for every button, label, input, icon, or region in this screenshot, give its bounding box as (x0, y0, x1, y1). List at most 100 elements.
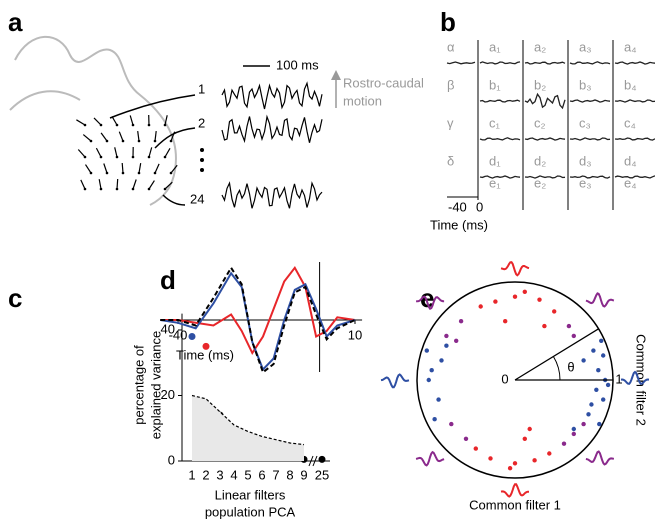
point (527, 426, 532, 432)
ellipsis-dot (200, 158, 204, 162)
point (522, 289, 527, 294)
flow-arrow (154, 131, 157, 142)
flow-dot (83, 123, 87, 127)
flow-dot (89, 139, 93, 143)
dot (202, 342, 210, 350)
flow-dot (147, 155, 151, 159)
x-tick-label: 25 (315, 467, 329, 482)
y-tick-label: 20 (161, 387, 175, 402)
flow-arrow (170, 131, 176, 142)
panel-label: b (440, 7, 456, 37)
point (436, 397, 441, 402)
flow-dot (147, 123, 151, 127)
point (566, 323, 572, 329)
y-axis-label: Common filter 2 (634, 334, 649, 426)
cell-trace (479, 175, 521, 179)
point (444, 343, 449, 348)
flow-dot (163, 123, 167, 127)
cell-label: a₁ (489, 39, 501, 54)
filter-icon (620, 370, 650, 385)
brain-outline (14, 35, 177, 206)
cell-label: e₁ (489, 175, 501, 190)
flow-dot (115, 123, 119, 127)
point (454, 338, 459, 343)
flow-arrow (148, 147, 153, 158)
flow-arrow (137, 131, 140, 142)
x-tick-label: 0 (501, 371, 508, 386)
flow-arrow (164, 115, 168, 126)
point (586, 412, 591, 417)
point (493, 299, 498, 304)
flow-dot (131, 123, 135, 127)
variance-area (192, 395, 304, 461)
cell-label: e₃ (579, 175, 592, 190)
flow-arrow (121, 162, 124, 174)
row-label: δ (447, 153, 454, 168)
flow-arrow (170, 164, 178, 174)
flow-dot (115, 155, 119, 159)
flow-arrow (98, 179, 102, 190)
cell-label: c₄ (624, 115, 636, 130)
flow-dot (99, 187, 103, 191)
motion-label: Rostro-caudal (343, 75, 424, 90)
cell-label: b₂ (534, 77, 546, 92)
point (537, 297, 542, 302)
trace (221, 81, 323, 110)
point (547, 451, 552, 456)
flow-arrow (82, 134, 92, 142)
point (571, 431, 576, 437)
tick-label: -40 (448, 199, 467, 214)
trace-label: 1 (198, 81, 205, 96)
flow-arrow (138, 162, 142, 174)
panel-label: e (420, 283, 434, 313)
flow-arrow (103, 163, 108, 174)
cell-trace (479, 137, 521, 141)
cell-trace (524, 61, 566, 65)
trace-label: 2 (198, 115, 205, 130)
panel-label: c (8, 283, 22, 313)
dot (188, 333, 196, 341)
cell-trace (614, 99, 655, 103)
cell-label: d₂ (534, 153, 546, 168)
point (522, 436, 527, 441)
point (478, 304, 483, 309)
flow-arrow (111, 116, 118, 126)
point (512, 461, 518, 466)
cell-trace (569, 99, 611, 103)
flow-arrow (84, 164, 92, 174)
flow-dot (121, 139, 125, 143)
flow-arrow (77, 149, 86, 158)
ellipsis-dot (200, 148, 204, 152)
flow-dot (163, 187, 167, 191)
point (473, 446, 478, 451)
cell-label: a₃ (579, 39, 592, 54)
cell-label: e₂ (534, 175, 546, 190)
tick-label: 0 (476, 199, 483, 214)
flow-dot (99, 123, 103, 127)
row-label: α (447, 39, 455, 54)
x-tick-label: 5 (244, 467, 251, 482)
x-axis-label: Common filter 1 (469, 497, 561, 512)
flow-dot (153, 139, 157, 143)
flow-arrow (93, 117, 102, 126)
filter-line (160, 265, 356, 374)
point (429, 368, 434, 373)
cell-trace (614, 61, 655, 65)
motion-arrowhead (331, 70, 341, 80)
flow-arrow (129, 115, 134, 126)
variance-line (191, 394, 305, 446)
filter-line (160, 271, 356, 372)
radius (514, 328, 599, 381)
point (424, 348, 429, 353)
point (561, 441, 567, 446)
x-tick-label: 1 (615, 371, 622, 386)
point (426, 377, 431, 383)
motion-label: motion (343, 93, 382, 108)
flow-dot (131, 155, 135, 159)
ellipsis-dot (200, 168, 204, 172)
flow-arrow (76, 119, 86, 126)
flow-dot (89, 171, 93, 175)
angle-arc (552, 356, 561, 381)
cell-trace (614, 175, 655, 179)
